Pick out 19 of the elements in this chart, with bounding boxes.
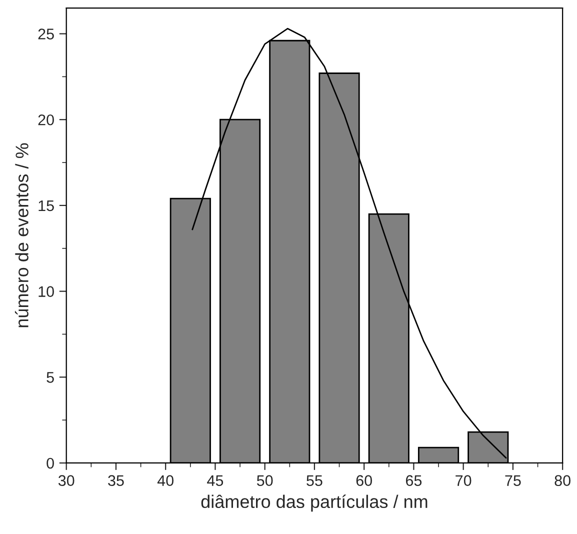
x-tick-label: 55 — [306, 475, 322, 486]
x-tick-label: 70 — [456, 475, 472, 486]
x-tick-label: 50 — [256, 475, 273, 486]
x-tick-label: 40 — [157, 475, 174, 486]
y-tick-label: 10 — [38, 286, 54, 297]
y-tick-label: 25 — [38, 28, 54, 40]
y-axis-title: número de eventos / % — [14, 143, 28, 328]
x-tick-label: 45 — [207, 475, 224, 486]
x-tick-label: 35 — [108, 475, 124, 486]
x-tick-label: 30 — [58, 475, 74, 486]
y-tick-label: 5 — [46, 372, 54, 383]
x-axis-title: diâmetro das partículas / nm — [201, 494, 428, 512]
x-tick-label: 80 — [554, 475, 570, 486]
y-tick-label: 15 — [38, 200, 54, 212]
y-tick-label: 0 — [46, 458, 54, 469]
x-tick-label: 75 — [505, 475, 521, 486]
x-tick-label: 65 — [406, 475, 422, 486]
y-tick-label: 20 — [38, 114, 54, 126]
x-tick-label: 60 — [356, 475, 372, 486]
